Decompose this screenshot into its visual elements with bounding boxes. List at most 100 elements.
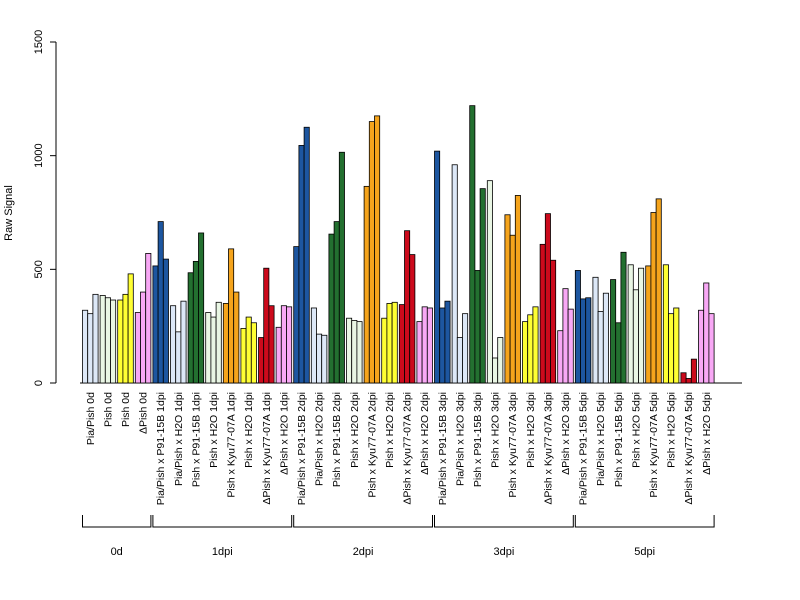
bar bbox=[368, 121, 375, 384]
bar bbox=[198, 232, 205, 384]
category-label: Pish x P91-15B 3dpi bbox=[472, 392, 484, 487]
bar bbox=[668, 313, 675, 384]
category-label: Pish x Kyu77-07A 3dpi bbox=[507, 392, 519, 498]
category-label: ΔPish x H2O 3dpi bbox=[560, 392, 572, 475]
bar bbox=[338, 151, 345, 384]
group-brackets: 0d 1dpi 2dpi 3dpi 5dpi bbox=[82, 515, 715, 558]
bar bbox=[492, 357, 499, 384]
bar bbox=[386, 303, 393, 384]
bar bbox=[92, 293, 99, 384]
category-label: Pia/Pish x P91-15B 3dpi bbox=[437, 392, 449, 505]
bar bbox=[610, 279, 617, 384]
bar bbox=[152, 265, 159, 384]
bar bbox=[532, 306, 539, 384]
bar bbox=[316, 333, 323, 384]
bar bbox=[655, 198, 662, 384]
bar bbox=[333, 221, 340, 384]
bar bbox=[469, 105, 476, 384]
group-label: 0d bbox=[111, 546, 123, 558]
bar bbox=[690, 358, 697, 384]
bars-layer bbox=[82, 105, 715, 384]
bar bbox=[703, 282, 710, 384]
bar bbox=[580, 298, 587, 384]
bar bbox=[268, 305, 275, 384]
bar bbox=[544, 213, 551, 384]
bar bbox=[157, 221, 164, 384]
category-label: Pia/Pish x H2O 3dpi bbox=[454, 392, 466, 486]
bar bbox=[263, 267, 270, 384]
category-label: Pish x H2O 5dpi bbox=[666, 392, 678, 468]
category-label: Pia/Pish x H2O 2dpi bbox=[314, 392, 326, 486]
bar bbox=[187, 272, 194, 384]
category-label: ΔPish x Kyu77-07A 5dpi bbox=[683, 392, 695, 505]
category-label: Pia/Pish x P91-15B 2dpi bbox=[296, 392, 308, 505]
bar bbox=[310, 307, 317, 384]
bar bbox=[298, 145, 305, 384]
bar bbox=[145, 253, 152, 384]
bar bbox=[550, 259, 557, 384]
bar bbox=[134, 312, 141, 384]
bar bbox=[708, 313, 715, 384]
bar bbox=[346, 317, 353, 384]
bar bbox=[574, 270, 581, 384]
bar bbox=[421, 306, 428, 384]
y-tick-label: 500 bbox=[33, 260, 45, 278]
bar bbox=[456, 337, 463, 384]
bar bbox=[170, 305, 177, 384]
bar bbox=[522, 321, 529, 384]
category-label: Pish x Kyu77-07A 5dpi bbox=[648, 392, 660, 498]
y-tick-label: 1000 bbox=[33, 143, 45, 167]
category-label: ΔPish x Kyu77-07A 1dpi bbox=[261, 392, 273, 505]
category-label: ΔPish x H2O 1dpi bbox=[278, 392, 290, 475]
bar bbox=[175, 331, 182, 384]
category-label: Pish x H2O 1dpi bbox=[243, 392, 255, 468]
bar bbox=[228, 248, 235, 384]
bar bbox=[486, 180, 493, 384]
category-label: Pia/Pish x P91-15B 5dpi bbox=[578, 392, 590, 505]
category-label: ΔPish x Kyu77-07A 3dpi bbox=[542, 392, 554, 505]
bar bbox=[509, 234, 516, 384]
category-label: Pia/Pish 0d bbox=[85, 392, 97, 445]
bar bbox=[462, 313, 469, 384]
category-label: ΔPish 0d bbox=[138, 392, 150, 434]
bar bbox=[210, 316, 217, 384]
bar bbox=[680, 372, 687, 384]
bar bbox=[363, 185, 370, 384]
category-label: Pish x Kyu77-07A 2dpi bbox=[366, 392, 378, 498]
category-label: Pish x H2O 3dpi bbox=[525, 392, 537, 468]
group-bracket bbox=[152, 515, 293, 528]
bar bbox=[258, 337, 265, 384]
category-label: Pia/Pish x P91-15B 1dpi bbox=[155, 392, 167, 505]
bar bbox=[685, 378, 692, 384]
bar bbox=[638, 267, 645, 384]
bar bbox=[391, 301, 398, 384]
category-label: Pish 0d bbox=[120, 392, 132, 427]
bar bbox=[409, 254, 416, 384]
bar bbox=[514, 195, 521, 384]
bar bbox=[381, 317, 388, 384]
bar bbox=[567, 308, 574, 384]
bar bbox=[444, 300, 451, 384]
bar bbox=[627, 264, 634, 384]
category-label: Pish 0d bbox=[102, 392, 114, 427]
bar bbox=[162, 258, 169, 384]
bar bbox=[245, 316, 252, 384]
bar bbox=[99, 295, 106, 384]
group-label: 1dpi bbox=[212, 546, 233, 558]
bar bbox=[233, 291, 240, 384]
category-label: Pish x P91-15B 5dpi bbox=[613, 392, 625, 487]
bar bbox=[240, 328, 247, 384]
group-bracket bbox=[293, 515, 433, 528]
bar bbox=[275, 326, 282, 384]
bar bbox=[374, 115, 381, 384]
group-bracket bbox=[574, 515, 715, 528]
bar bbox=[280, 305, 287, 384]
bar bbox=[439, 307, 446, 384]
category-label: Pish x H2O 5dpi bbox=[630, 392, 642, 468]
bar bbox=[140, 291, 147, 384]
bar bbox=[104, 297, 111, 384]
bar bbox=[698, 309, 705, 384]
category-label: Pia/Pish x H2O 5dpi bbox=[595, 392, 607, 486]
